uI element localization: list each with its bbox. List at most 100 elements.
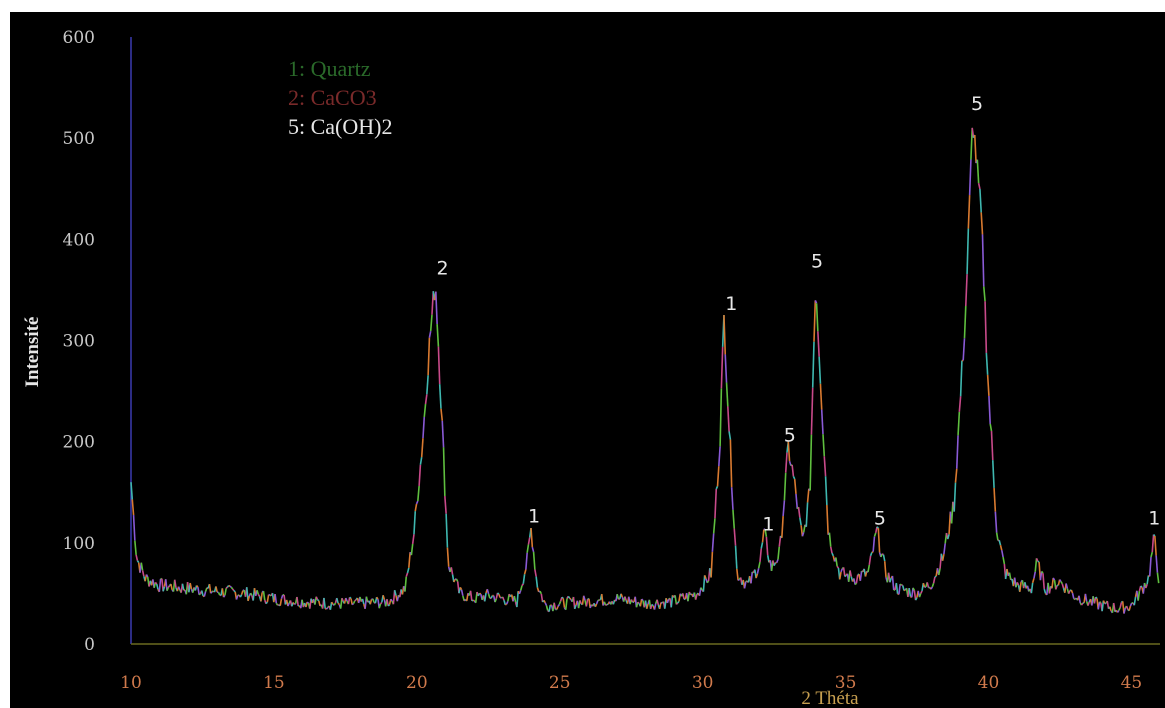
- trace-segment: [813, 300, 817, 342]
- trace-segment: [1137, 590, 1141, 601]
- trace-segment: [136, 560, 140, 564]
- trace-segment: [912, 587, 916, 591]
- trace-segment: [354, 599, 357, 602]
- trace-segment: [963, 305, 967, 339]
- trace-segment: [922, 582, 926, 588]
- trace-segment: [824, 476, 828, 506]
- trace-segment: [1042, 573, 1046, 590]
- trace-segment: [521, 583, 524, 587]
- x-tick-label: 10: [120, 673, 142, 693]
- y-tick-label: 500: [63, 129, 95, 149]
- trace-segment: [793, 478, 797, 495]
- trace-segment: [775, 559, 779, 564]
- trace-segment: [378, 603, 382, 609]
- trace-segment: [279, 598, 283, 606]
- trace-segment: [984, 301, 988, 353]
- trace-segment: [783, 472, 787, 501]
- trace-segment: [1095, 596, 1098, 599]
- x-tick-label: 40: [978, 673, 1000, 693]
- trace-segment: [208, 583, 212, 594]
- trace-segment: [465, 593, 469, 602]
- trace-segment: [1071, 592, 1075, 599]
- trace-segment: [864, 571, 868, 577]
- trace-segment: [436, 324, 440, 347]
- trace-segment: [1031, 578, 1035, 584]
- trace-segment: [548, 604, 552, 612]
- trace-segment: [411, 534, 415, 545]
- trace-segment: [968, 159, 972, 196]
- trace-segment: [203, 591, 207, 597]
- trace-segment: [818, 356, 822, 384]
- peak-label: 1: [528, 506, 540, 528]
- trace-segment: [674, 595, 678, 605]
- trace-segment: [957, 411, 961, 436]
- trace-segment: [618, 598, 621, 601]
- trace-segment: [966, 228, 970, 275]
- trace-segment: [525, 552, 528, 570]
- trace-segment: [450, 567, 454, 575]
- trace-segment: [224, 588, 227, 596]
- trace-segment: [247, 595, 251, 602]
- trace-segment: [989, 423, 993, 432]
- trace-segment: [189, 582, 193, 590]
- trace-segment: [1019, 581, 1022, 592]
- trace-segment: [534, 569, 537, 577]
- trace-segment: [733, 528, 737, 546]
- trace-segment: [719, 388, 723, 447]
- trace-segment: [347, 597, 351, 605]
- peak-label: 5: [811, 251, 823, 273]
- trace-segment: [718, 446, 721, 467]
- x-tick-label: 25: [549, 673, 571, 693]
- trace-segment: [239, 594, 243, 598]
- trace-segment: [306, 601, 309, 604]
- trace-segment: [934, 575, 937, 578]
- trace-segment: [970, 127, 974, 160]
- trace-segment: [653, 603, 657, 610]
- trace-segment: [386, 599, 390, 607]
- trace-segment: [1146, 575, 1150, 585]
- trace-segment: [967, 195, 971, 229]
- trace-segment: [844, 574, 847, 578]
- trace-segment: [1093, 596, 1097, 604]
- trace-segment: [954, 468, 958, 483]
- trace-segment: [797, 507, 801, 518]
- trace-segment: [262, 591, 266, 601]
- trace-segment: [1037, 560, 1040, 563]
- trace-segment: [460, 589, 464, 596]
- legend: 1: Quartz 2: CaCO3 5: Ca(OH)2: [288, 56, 392, 139]
- trace-segment: [710, 551, 714, 578]
- trace-segment: [913, 590, 917, 601]
- trace-segment: [756, 567, 760, 574]
- trace-segment: [441, 420, 445, 448]
- trace-segment: [438, 384, 442, 409]
- y-tick-label: 100: [63, 534, 95, 554]
- trace-segment: [869, 552, 873, 557]
- trace-segment: [579, 600, 582, 605]
- trace-segment: [553, 602, 557, 610]
- trace-segment: [799, 517, 802, 526]
- trace-segment: [585, 598, 589, 607]
- trace-segment: [505, 600, 509, 605]
- trace-segment: [260, 592, 263, 602]
- trace-segment: [459, 586, 463, 591]
- x-tick-label: 15: [263, 673, 285, 693]
- peak-label: 1: [725, 293, 737, 315]
- trace-segment: [694, 593, 698, 600]
- diffraction-trace: [130, 127, 1160, 614]
- trace-segment: [523, 569, 527, 575]
- trace-segment: [941, 553, 945, 561]
- trace-segment: [930, 586, 934, 590]
- trace-segment: [1154, 535, 1157, 556]
- trace-segment: [1123, 607, 1127, 614]
- trace-segment: [417, 485, 420, 502]
- y-ticks: 0 100 200 300 400 500 600: [63, 28, 95, 655]
- trace-segment: [895, 582, 899, 594]
- trace-segment: [993, 487, 997, 512]
- trace-segment: [483, 592, 487, 602]
- trace-segment: [1084, 593, 1088, 602]
- trace-segment: [715, 485, 719, 490]
- trace-segment: [177, 586, 181, 591]
- trace-segment: [766, 555, 770, 563]
- y-tick-label: 600: [63, 28, 95, 48]
- trace-segment: [1118, 607, 1121, 611]
